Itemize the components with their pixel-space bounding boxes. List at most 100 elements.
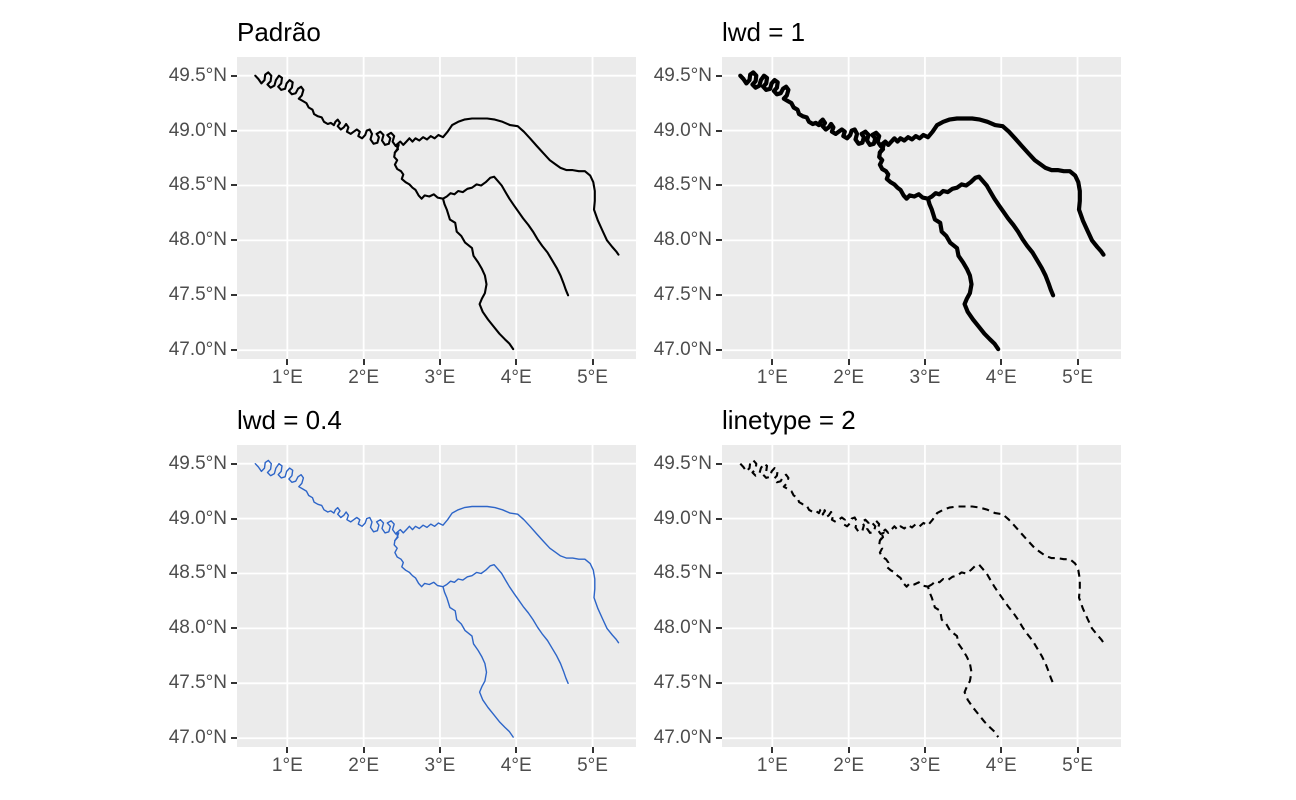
y-axis-tick-label: 49.5°N — [168, 64, 227, 86]
y-axis-tick-label: 48.0°N — [653, 617, 712, 639]
x-axis-tick-mark — [923, 747, 926, 753]
y-axis-tick-mark — [231, 517, 237, 520]
x-axis-tick-label: 4°E — [500, 367, 532, 388]
y-axis-tick-mark — [716, 737, 722, 740]
x-axis-tick-mark — [1076, 747, 1079, 753]
y-axis-tick-mark — [716, 462, 722, 465]
y-axis-tick-mark — [231, 129, 237, 132]
panel-linetype-2: linetype = 2 49.5°N 49.0°N 48.5°N 48.0°N 47.… — [645, 398, 1151, 783]
y-axis-tick-label: 48.0°N — [168, 617, 227, 639]
panel-lwd-0-4: lwd = 0.4 49.5°N 49.0°N 48.5°N 48.0°N 47.5°N… — [160, 398, 666, 783]
y-axis-tick-mark — [231, 184, 237, 187]
panel-title-default: Padrão — [237, 17, 321, 47]
y-axis-tick-label: 48.5°N — [653, 562, 712, 584]
y-axis-tick-label: 47.5°N — [653, 284, 712, 306]
plot-area-default — [237, 57, 636, 359]
x-axis-tick-mark — [286, 359, 289, 365]
panel-lwd-1: lwd = 1 49.5°N 49.0°N 48.5°N 48.0°N 47.5°N 47… — [645, 10, 1151, 395]
x-axis-tick-mark — [515, 747, 518, 753]
panel-title-linetype-2: linetype = 2 — [722, 405, 856, 435]
y-axis-tick-mark — [716, 129, 722, 132]
x-axis-tick-label: 4°E — [985, 755, 1017, 776]
y-axis-tick-mark — [716, 682, 722, 685]
x-axis-tick-label: 3°E — [909, 367, 941, 388]
y-axis-tick-label: 48.5°N — [168, 562, 227, 584]
y-axis-tick-label: 48.0°N — [653, 229, 712, 251]
y-axis-tick-mark — [231, 294, 237, 297]
x-axis-tick-label: 1°E — [756, 367, 788, 388]
y-axis-tick-label: 49.5°N — [653, 452, 712, 474]
y-axis-tick-mark — [716, 184, 722, 187]
x-axis-tick-label: 2°E — [833, 755, 865, 776]
y-axis-tick-mark — [231, 239, 237, 242]
x-axis-tick-label: 5°E — [1062, 755, 1093, 776]
x-axis-tick-label: 3°E — [424, 755, 456, 776]
y-axis-tick-mark — [231, 349, 237, 352]
x-axis-tick-label: 5°E — [1062, 367, 1093, 388]
plot-area-lwd-1 — [722, 57, 1121, 359]
x-axis-tick-label: 3°E — [909, 755, 941, 776]
x-axis-tick-mark — [923, 359, 926, 365]
x-axis-tick-label: 1°E — [271, 755, 303, 776]
panel-default: Padrão 49.5°N 49.0°N 48.5°N 48.0°N 47.5°N 47.… — [160, 10, 666, 395]
x-axis-tick-mark — [771, 747, 774, 753]
x-axis-tick-label: 3°E — [424, 367, 456, 388]
x-axis-tick-mark — [515, 359, 518, 365]
river-northeast-branch-line — [879, 505, 1105, 644]
river-northeast-branch-line — [393, 117, 620, 256]
y-axis-tick-mark — [231, 74, 237, 77]
x-axis-tick-mark — [1076, 359, 1079, 365]
x-axis-tick-label: 1°E — [756, 755, 788, 776]
y-axis-tick-mark — [716, 572, 722, 575]
y-axis-tick-label: 48.0°N — [168, 229, 227, 251]
river-middle-branch-line — [925, 174, 1056, 298]
y-axis-tick-mark — [716, 349, 722, 352]
y-axis-tick-label: 48.5°N — [653, 174, 712, 196]
x-axis-tick-mark — [771, 359, 774, 365]
y-axis-tick-mark — [716, 74, 722, 77]
x-axis-tick-label: 1°E — [271, 367, 303, 388]
y-axis-tick-mark — [231, 462, 237, 465]
y-axis-tick-mark — [716, 627, 722, 630]
x-axis-tick-label: 2°E — [348, 755, 380, 776]
x-axis-tick-mark — [438, 747, 441, 753]
y-axis-tick-label: 47.0°N — [168, 339, 227, 361]
x-axis-tick-mark — [847, 747, 850, 753]
x-axis-tick-mark — [1000, 359, 1003, 365]
y-axis-tick-label: 49.5°N — [168, 452, 227, 474]
x-axis-tick-label: 5°E — [577, 755, 608, 776]
river-northeast-branch-line — [877, 116, 1106, 257]
x-axis-tick-mark — [362, 747, 365, 753]
river-middle-branch-line — [441, 175, 570, 297]
x-axis-tick-mark — [847, 359, 850, 365]
river-middle-branch-line — [442, 564, 569, 684]
x-axis-tick-mark — [362, 359, 365, 365]
y-axis-tick-label: 48.5°N — [168, 174, 227, 196]
y-axis-tick-label: 47.5°N — [653, 672, 712, 694]
y-axis-tick-mark — [716, 517, 722, 520]
y-axis-tick-label: 49.0°N — [653, 507, 712, 529]
x-axis-tick-label: 4°E — [500, 755, 532, 776]
x-axis-tick-label: 4°E — [985, 367, 1017, 388]
x-axis-tick-label: 5°E — [577, 367, 608, 388]
river-map-svg-linetype-2 — [722, 445, 1121, 747]
y-axis-tick-label: 47.5°N — [168, 672, 227, 694]
y-axis-tick-label: 47.0°N — [168, 727, 227, 749]
x-axis-tick-label: 2°E — [348, 367, 380, 388]
river-main-line — [739, 459, 1000, 738]
y-axis-tick-label: 47.0°N — [653, 727, 712, 749]
x-axis-tick-mark — [591, 747, 594, 753]
y-axis-tick-label: 49.0°N — [168, 507, 227, 529]
river-middle-branch-line — [927, 563, 1055, 684]
river-main-line — [738, 70, 1001, 352]
x-axis-tick-mark — [1000, 747, 1003, 753]
plot-area-linetype-2 — [722, 445, 1121, 747]
y-axis-tick-label: 47.0°N — [653, 339, 712, 361]
y-axis-tick-mark — [716, 239, 722, 242]
river-map-svg-default — [237, 57, 636, 359]
plot-area-lwd-0-4 — [237, 445, 636, 747]
river-map-svg-lwd-0-4 — [237, 445, 636, 747]
y-axis-tick-mark — [231, 572, 237, 575]
y-axis-tick-mark — [231, 682, 237, 685]
x-axis-tick-mark — [286, 747, 289, 753]
